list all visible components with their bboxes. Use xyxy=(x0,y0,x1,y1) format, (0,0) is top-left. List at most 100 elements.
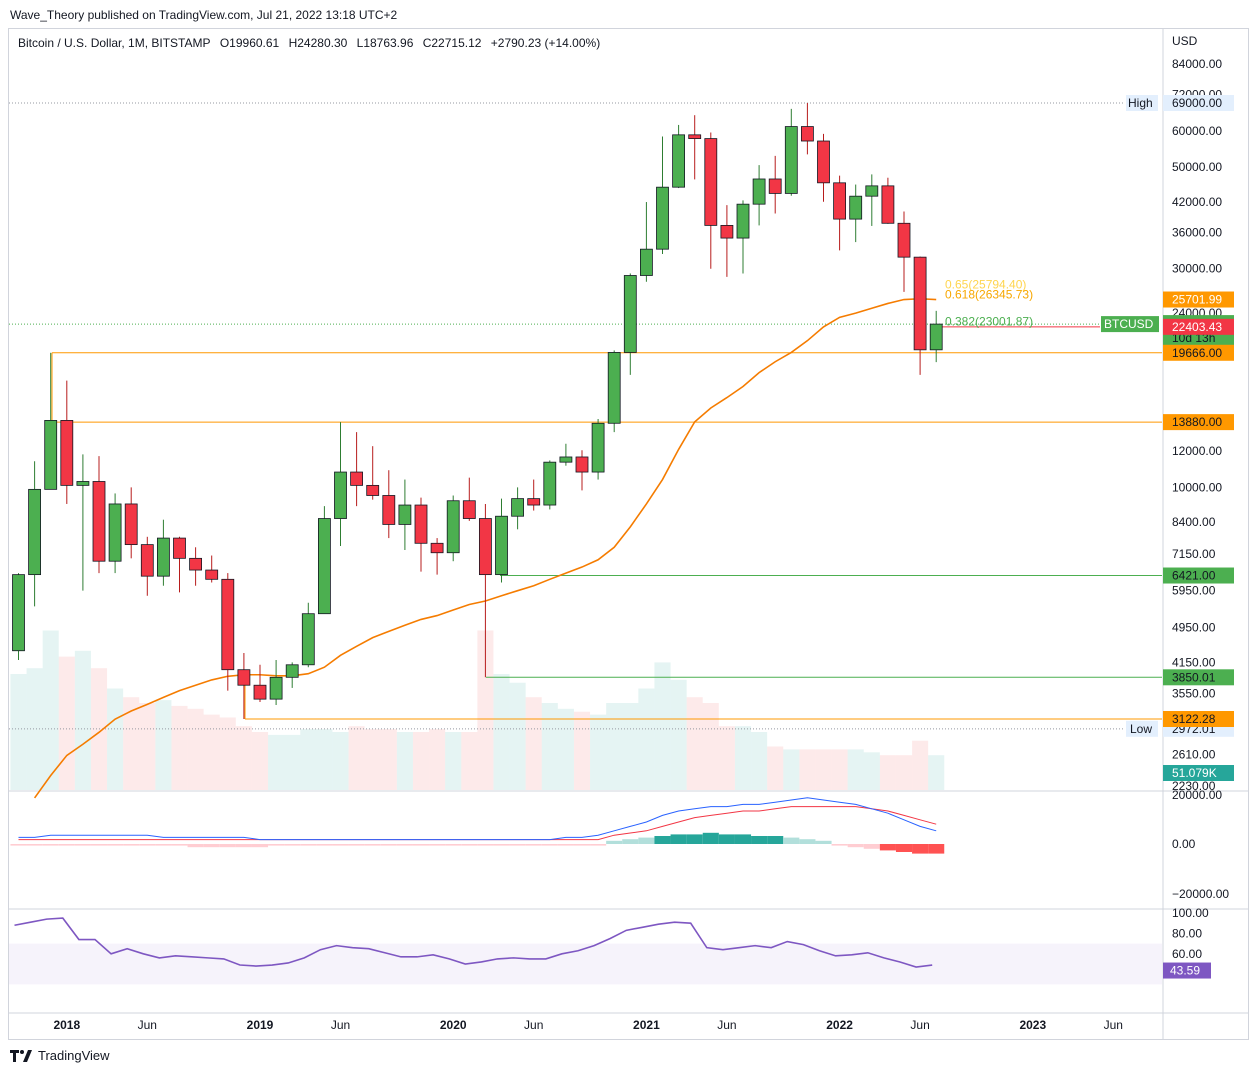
time-tick-label: 2022 xyxy=(826,1018,853,1032)
macd-tick-label: −20000.00 xyxy=(1172,887,1229,901)
fib-level-label: 0.382(23001.87) xyxy=(945,315,1033,329)
candle-body xyxy=(801,126,814,142)
candle-body xyxy=(301,613,315,666)
price-tick-label: 42000.00 xyxy=(1172,195,1222,209)
level-value-tag: 22403.43 xyxy=(1172,320,1222,334)
volume-bar xyxy=(412,732,430,790)
level-value-tag: 3850.01 xyxy=(1172,670,1216,684)
macd-histogram-bar xyxy=(751,836,768,844)
volume-bar xyxy=(912,740,929,790)
volume-bar xyxy=(815,749,832,790)
candle-body xyxy=(559,456,573,463)
footer-brand: TradingView xyxy=(38,1048,110,1063)
candle-body xyxy=(736,203,750,239)
candle-body xyxy=(92,481,106,562)
candle-body xyxy=(334,471,347,519)
chart-frame[interactable] xyxy=(8,28,1249,1040)
candle-body xyxy=(833,182,846,220)
rsi-tick-label: 60.00 xyxy=(1172,947,1202,961)
volume-bar xyxy=(219,717,236,790)
price-tick-label: 2230.00 xyxy=(1172,779,1216,793)
macd-histogram-bar xyxy=(541,844,558,846)
macd-histogram-bar xyxy=(863,844,880,849)
candle-body xyxy=(511,498,525,517)
price-tick-label: 84000.00 xyxy=(1172,57,1222,71)
low-tag-bg xyxy=(1126,720,1158,737)
macd-histogram-bar xyxy=(638,837,655,844)
symbol-tag: BTCUSD xyxy=(1104,317,1154,331)
volume-bar xyxy=(235,726,252,790)
candle-body xyxy=(768,178,782,194)
candle-body xyxy=(575,456,589,473)
macd-histogram-bar xyxy=(734,834,752,844)
candle-body xyxy=(688,134,702,139)
macd-histogram-bar xyxy=(203,844,220,848)
volume-bar xyxy=(42,630,59,790)
volume-bar xyxy=(171,705,188,790)
volume-bar xyxy=(348,726,365,790)
volume-bar xyxy=(525,697,542,790)
candle-body xyxy=(237,669,251,686)
candle-body xyxy=(446,500,460,554)
price-axis-title: USD xyxy=(1172,34,1198,48)
rsi-band xyxy=(9,943,1162,985)
candle-body xyxy=(173,537,186,559)
legend-close: C22715.12 xyxy=(422,36,482,50)
level-value-tag-bg xyxy=(1163,318,1234,335)
volume-bar xyxy=(284,734,301,790)
time-tick-label: Jun xyxy=(138,1018,157,1032)
level-value-tag: 19666.00 xyxy=(1172,346,1222,360)
candle-body xyxy=(60,420,74,486)
candle-body xyxy=(929,323,943,351)
macd-histogram-bar xyxy=(815,840,832,844)
macd-histogram-bar xyxy=(396,844,413,846)
publisher-line: Wave_Theory published on TradingView.com… xyxy=(10,8,398,22)
tradingview-footer[interactable]: TradingView xyxy=(10,1048,110,1063)
macd-histogram-bar xyxy=(912,844,929,854)
price-tick-label: 60000.00 xyxy=(1172,124,1222,138)
volume-bar xyxy=(316,729,333,790)
candle-body xyxy=(156,537,170,577)
volume-bar xyxy=(268,734,285,790)
time-tick-label: Jun xyxy=(910,1018,929,1032)
candle-body xyxy=(495,515,508,576)
price-tick-label: 3550.00 xyxy=(1172,686,1216,700)
price-tick-label: 4150.00 xyxy=(1172,655,1216,669)
fib-level-label: 0.65(25794.40) xyxy=(945,278,1026,292)
volume-bar xyxy=(783,749,800,790)
volume-bar xyxy=(718,726,735,790)
candle-body xyxy=(543,461,557,506)
volume-value-tag: 51.079K xyxy=(1172,766,1217,780)
macd-histogram-bar xyxy=(477,844,494,846)
macd-histogram-bar xyxy=(74,844,91,846)
volume-bar xyxy=(590,714,607,790)
volume-bar xyxy=(203,714,220,790)
macd-histogram-bar xyxy=(557,844,574,846)
legend-change: +2790.23 (+14.00%) xyxy=(490,36,601,50)
volume-bar xyxy=(74,650,91,790)
volume-bar xyxy=(799,749,816,790)
candle-body xyxy=(414,504,428,544)
macd-histogram-bar xyxy=(461,844,478,846)
high-value-tag: 69000.00 xyxy=(1172,96,1222,110)
rsi-value-tag-bg xyxy=(1163,962,1211,979)
macd-histogram-bar xyxy=(300,844,317,846)
volume-bar xyxy=(557,708,574,790)
price-tick-label: 8400.00 xyxy=(1172,515,1216,529)
macd-histogram-bar xyxy=(364,844,381,846)
level-value-tag-bg xyxy=(1163,567,1234,584)
legend-open: O19960.61 xyxy=(219,36,280,50)
candle-body xyxy=(849,195,863,220)
volume-bar xyxy=(123,697,140,790)
macd-histogram-bar xyxy=(251,844,269,848)
candle-body xyxy=(366,484,380,496)
volume-bar xyxy=(461,732,478,790)
legend-symbol: Bitcoin / U.S. Dollar, 1M, BITSTAMP xyxy=(18,36,211,50)
low-tag: Low xyxy=(1130,722,1152,736)
level-value-tag: 6421.00 xyxy=(1172,569,1216,583)
volume-bar xyxy=(58,656,75,790)
volume-bar xyxy=(654,662,671,790)
candle-body xyxy=(817,140,830,184)
volume-bar xyxy=(107,688,124,790)
